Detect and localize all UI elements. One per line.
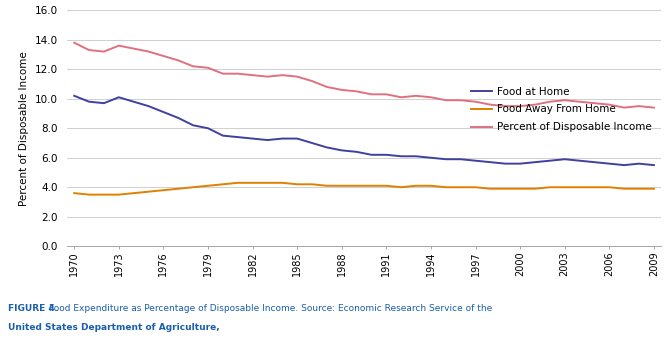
Text: United States Department of Agriculture,: United States Department of Agriculture, <box>8 324 220 332</box>
Text: FIGURE 4.: FIGURE 4. <box>8 304 58 313</box>
Y-axis label: Percent of Disposable Income: Percent of Disposable Income <box>19 51 29 206</box>
Legend: Food at Home, Food Away From Home, Percent of Disposable Income: Food at Home, Food Away From Home, Perce… <box>467 82 656 136</box>
Text: Food Expenditure as Percentage of Disposable Income. Source: Economic Research S: Food Expenditure as Percentage of Dispos… <box>49 304 492 313</box>
